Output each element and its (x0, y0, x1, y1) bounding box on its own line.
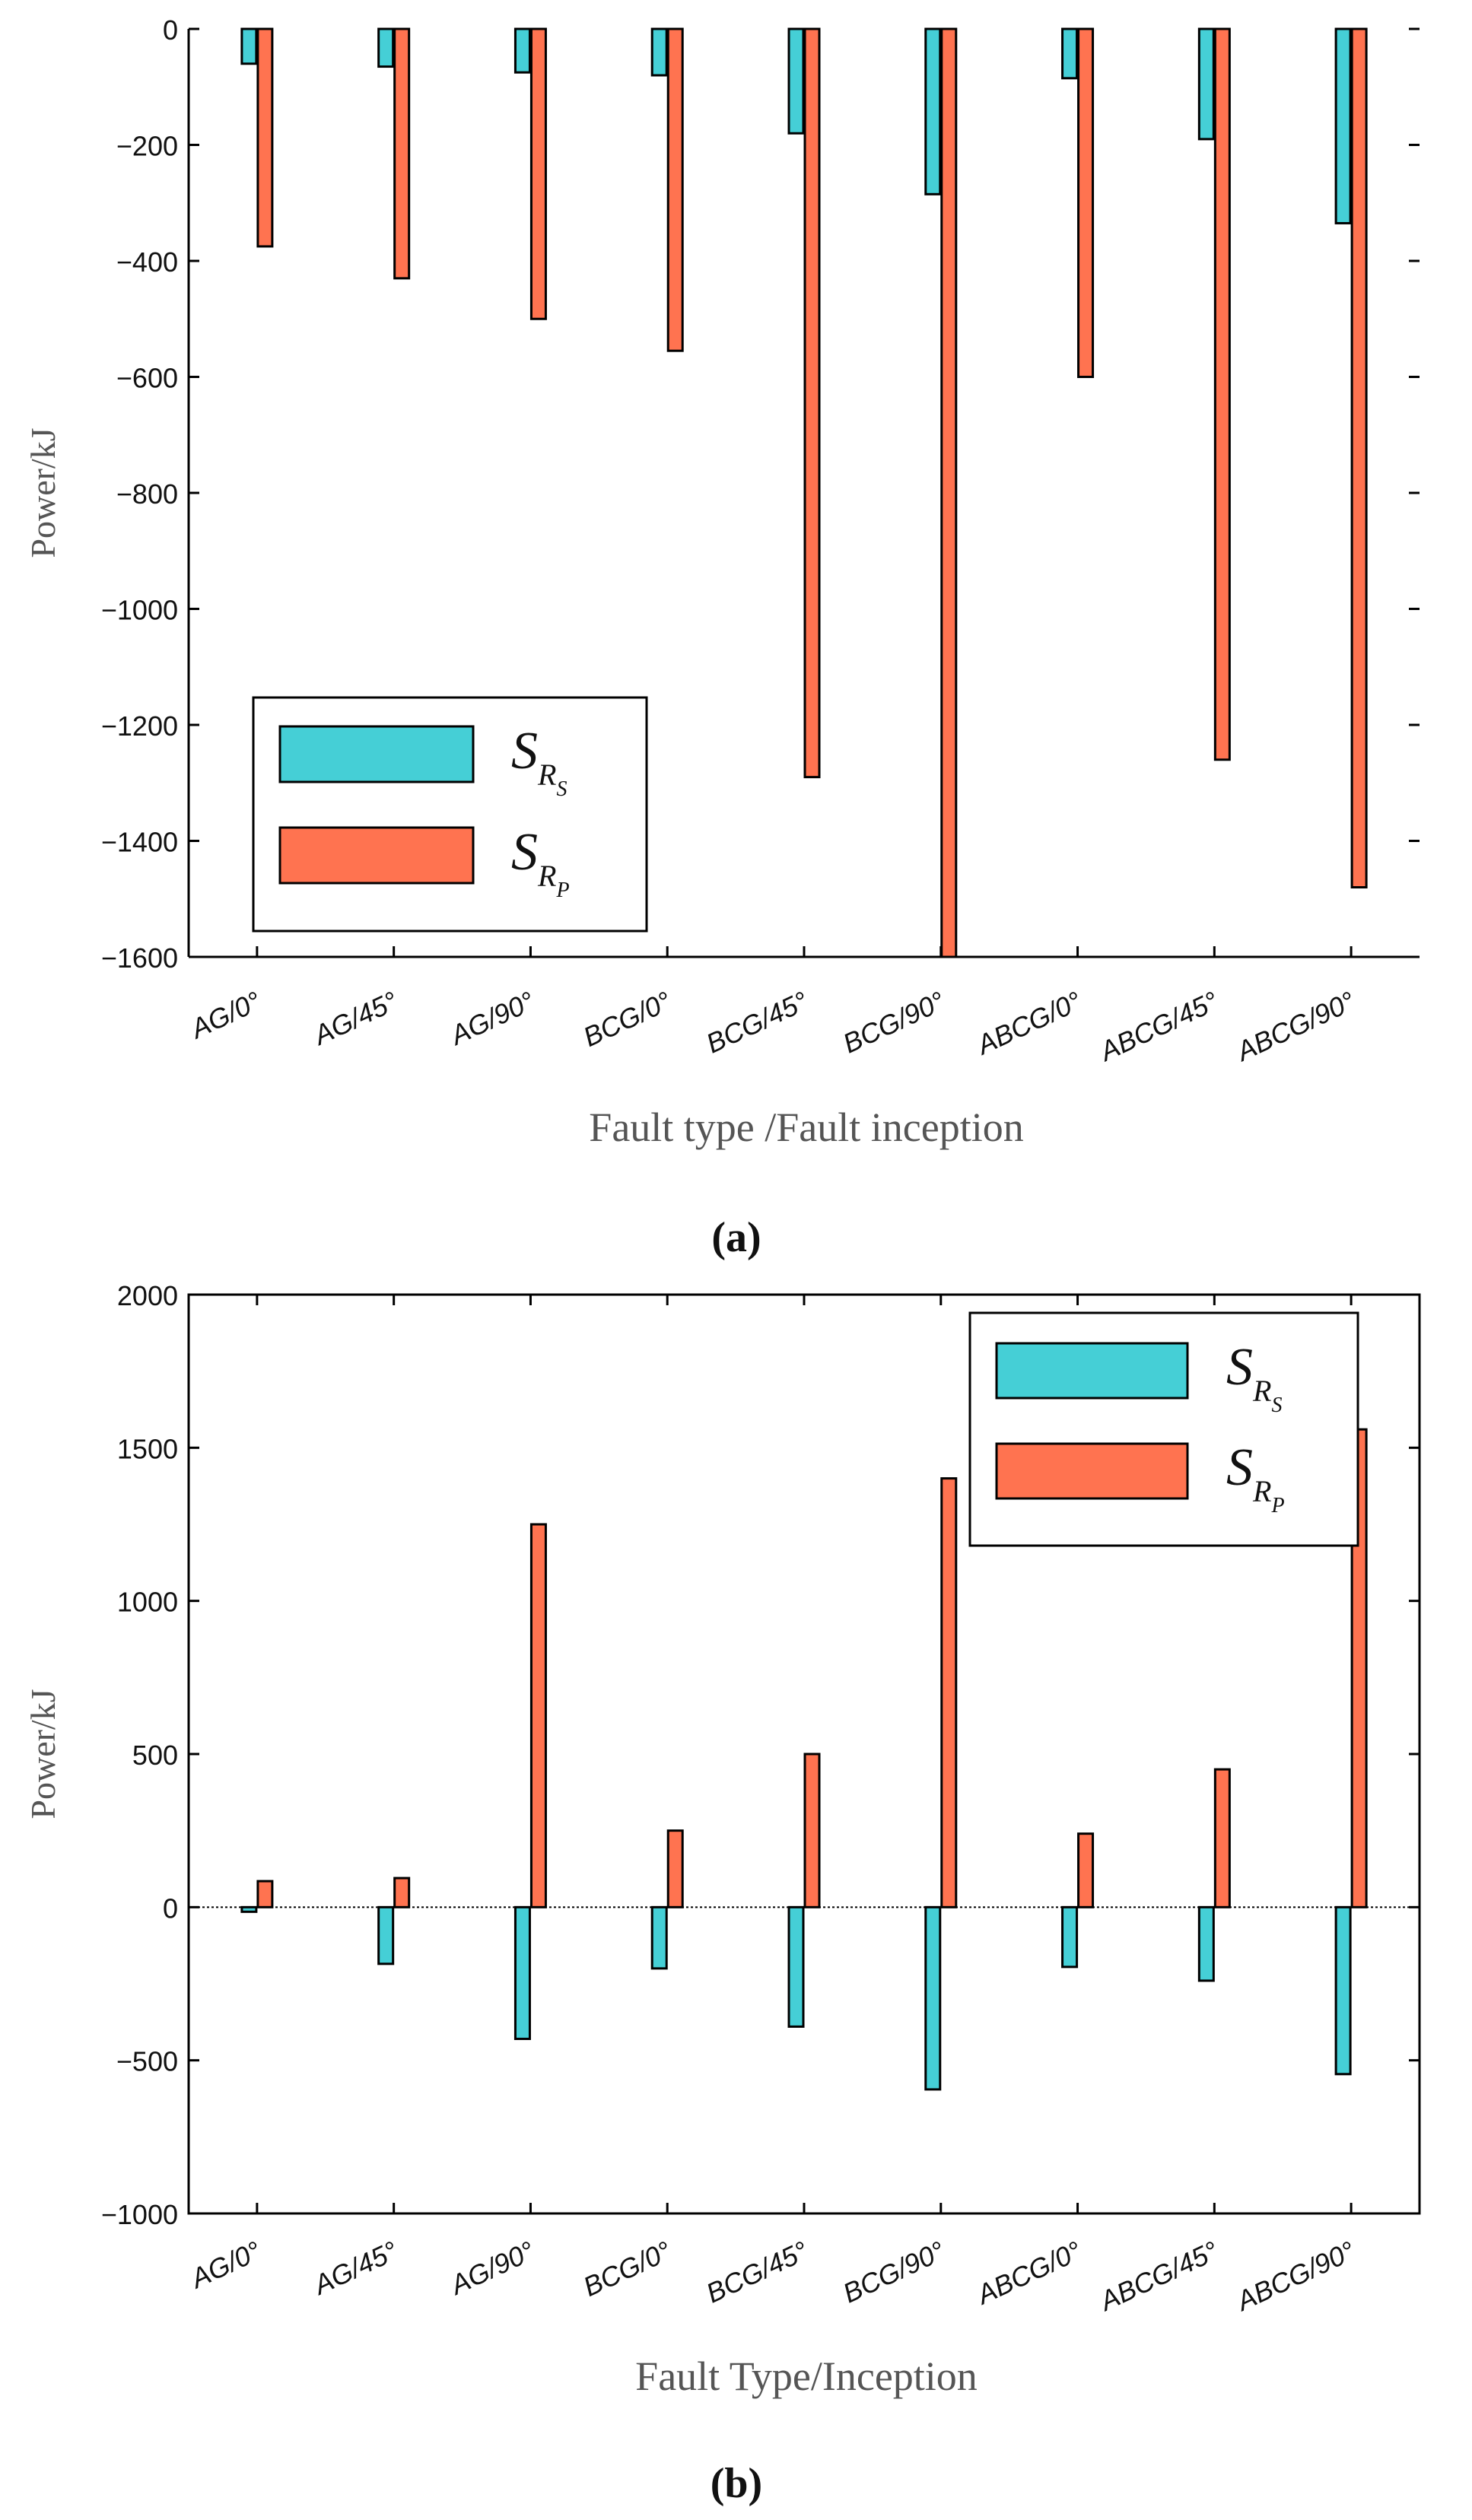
chart-b-x-tick-label: AG/45° (307, 2235, 402, 2301)
chart-b-y-axis-label: Power/kJ (24, 1689, 62, 1819)
chart-a-x-tick-label: AG/90° (444, 985, 539, 1051)
chart-a-bar-s-rp (940, 27, 958, 958)
chart-b-bar-s-rp (1350, 1428, 1368, 1908)
chart-b-y-tick-label: 2000 (117, 1280, 178, 1311)
chart-b-x-tick-label: AG/90° (444, 2235, 539, 2301)
chart-a-bar-s-rs (650, 27, 668, 77)
chart-b-legend: SRS SRP (968, 1311, 1359, 1547)
chart-a-y-tick-label: −800 (116, 478, 178, 510)
chart-b-panel-label: (b) (711, 2460, 762, 2507)
chart-b-y-tick-label: 0 (163, 1892, 178, 1924)
chart-b-x-axis-label: Fault Type/Inception (635, 2353, 978, 2399)
chart-b-x-tick-label: BCG/90° (838, 2235, 949, 2309)
chart-a-panel-label: (a) (711, 1214, 761, 1261)
chart-a-bar-s-rs (1197, 27, 1215, 141)
chart-a-y-tick-label: −400 (116, 246, 178, 278)
chart-a-x-tick-label: BCG/0° (578, 985, 676, 1053)
chart-b-bar-s-rs (787, 1905, 805, 2028)
chart-a-bar-s-rs (924, 27, 942, 195)
chart-b-bar-s-rs (513, 1905, 531, 2040)
chart-a-x-tick-label: AG/45° (307, 985, 402, 1051)
chart-b-bar-s-rs (1197, 1905, 1215, 1982)
chart-b-bar-s-rp (1213, 1768, 1231, 1908)
chart-b-y-tick-label: −500 (116, 2046, 178, 2077)
chart-b-y-tick-label: −1000 (101, 2199, 178, 2230)
chart-a-x-tick-label: ABCG/90° (1230, 985, 1359, 1067)
chart-b-legend-swatch-s-rs (995, 1342, 1189, 1400)
chart-a-y-axis-label: Power/kJ (24, 427, 62, 558)
chart-a-bar-s-rp (393, 27, 411, 280)
chart-a-bar-s-rp (256, 27, 274, 248)
chart-b-bar-s-rp (1077, 1832, 1095, 1908)
chart-b-bar-s-rs (1334, 1905, 1352, 2076)
chart-b-bar-s-rp (666, 1829, 684, 1908)
chart-a-bar-s-rp (1213, 27, 1231, 761)
chart-a-y-tick-label: 0 (163, 14, 178, 46)
chart-a-x-axis-label: Fault type /Fault inception (589, 1104, 1023, 1150)
chart-b-bar-s-rs (1061, 1905, 1079, 1969)
chart-a-bar-s-rp (666, 27, 684, 352)
chart-a-x-tick-label: BCG/45° (701, 985, 812, 1059)
chart-b-bar-s-rs (377, 1905, 395, 1965)
chart-a-y-tick-label: −1400 (101, 827, 178, 858)
chart-a-bar-s-rs (240, 27, 258, 65)
chart-b-x-tick-label: AG/0° (185, 2235, 266, 2295)
chart-a-bar-s-rs (1061, 27, 1079, 80)
chart-a-bar-s-rs (513, 27, 531, 74)
chart-a-legend-label-s-rs: SRS (511, 722, 567, 801)
chart-a-bar-s-rp (529, 27, 547, 320)
chart-b-bar-s-rp (256, 1880, 274, 1908)
chart-a-y-tick-label: −1000 (101, 595, 178, 626)
chart-b-bar-s-rs (240, 1905, 258, 1913)
chart-a-x-tick-label: BCG/90° (838, 985, 949, 1059)
chart-b-y-tick-label: 1000 (117, 1587, 178, 1618)
chart-a-y-tick-label: −1200 (101, 710, 178, 742)
chart-a-y-tick-label: −1600 (101, 942, 178, 974)
chart-b-x-tick-label: ABCG/45° (1094, 2235, 1223, 2317)
chart-a-bar-s-rs (1334, 27, 1352, 224)
chart-b-legend-label-s-rp: SRP (1226, 1438, 1285, 1517)
chart-a-x-tick-label: ABCG/0° (971, 985, 1086, 1061)
chart-b-bar-s-rp (529, 1523, 547, 1908)
chart-b-bar-s-rp (393, 1876, 411, 1908)
chart-a-x-tick-label: ABCG/45° (1094, 985, 1223, 1067)
chart-b-legend-swatch-s-rp (995, 1442, 1189, 1500)
chart-b-y-tick-label: 1500 (117, 1433, 178, 1464)
chart-a-legend-swatch-s-rp (278, 826, 475, 885)
chart-b-x-tick-label: ABCG/0° (971, 2235, 1086, 2311)
chart-a-y-tick-label: −200 (116, 131, 178, 162)
chart-b-y-tick-label: 500 (132, 1740, 178, 1771)
chart-a-bar-s-rp (1350, 27, 1368, 888)
chart-b-x-tick-label: BCG/0° (578, 2235, 676, 2302)
chart-a-legend-swatch-s-rs (278, 725, 475, 783)
chart-b-bar-s-rp (803, 1753, 821, 1908)
chart-a-legend: SRS SRP (252, 696, 648, 933)
chart-b-legend-label-s-rs: SRS (1226, 1338, 1282, 1417)
chart-a-x-tick-label: AG/0° (185, 985, 266, 1045)
chart-b-x-tick-label: BCG/45° (701, 2235, 812, 2309)
chart-a-bar-s-rp (803, 27, 821, 779)
chart-b-bar-s-rs (650, 1905, 668, 1970)
chart-a-legend-label-s-rp: SRP (511, 823, 570, 902)
chart-a-bar-s-rp (1077, 27, 1095, 378)
chart-b-x-tick-label: ABCG/90° (1230, 2235, 1359, 2317)
chart-b-bar-s-rp (940, 1477, 958, 1908)
chart-a-bar-s-rs (377, 27, 395, 68)
chart-a-y-tick-label: −600 (116, 363, 178, 394)
chart-b-bar-s-rs (924, 1905, 942, 2091)
chart-b: 2000 1500 1000 500 0 −500 −1000 AG/0° AG/45° AG/… (24, 1280, 1421, 2507)
chart-a-bar-s-rs (787, 27, 805, 135)
chart-a: 0 −200 −400 −600 −800 −1000 −1200 −1400 −1600 AG… (24, 14, 1420, 1261)
